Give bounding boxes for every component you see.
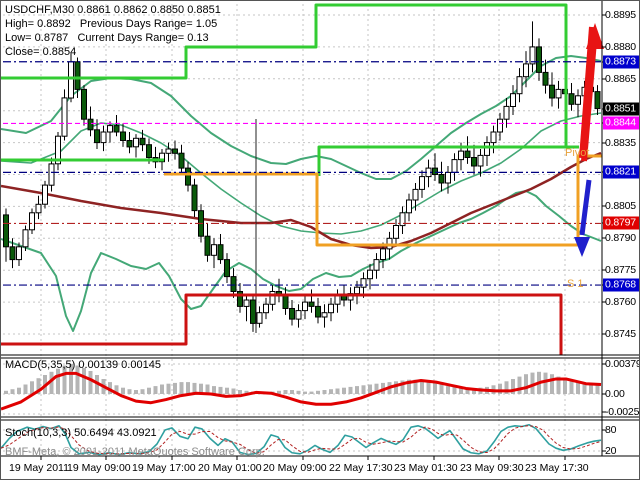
chart-window: USDCHF,M30 0.8861 0.8862 0.8850 0.8851 H… [0, 0, 640, 480]
chart-canvas[interactable] [1, 1, 640, 480]
